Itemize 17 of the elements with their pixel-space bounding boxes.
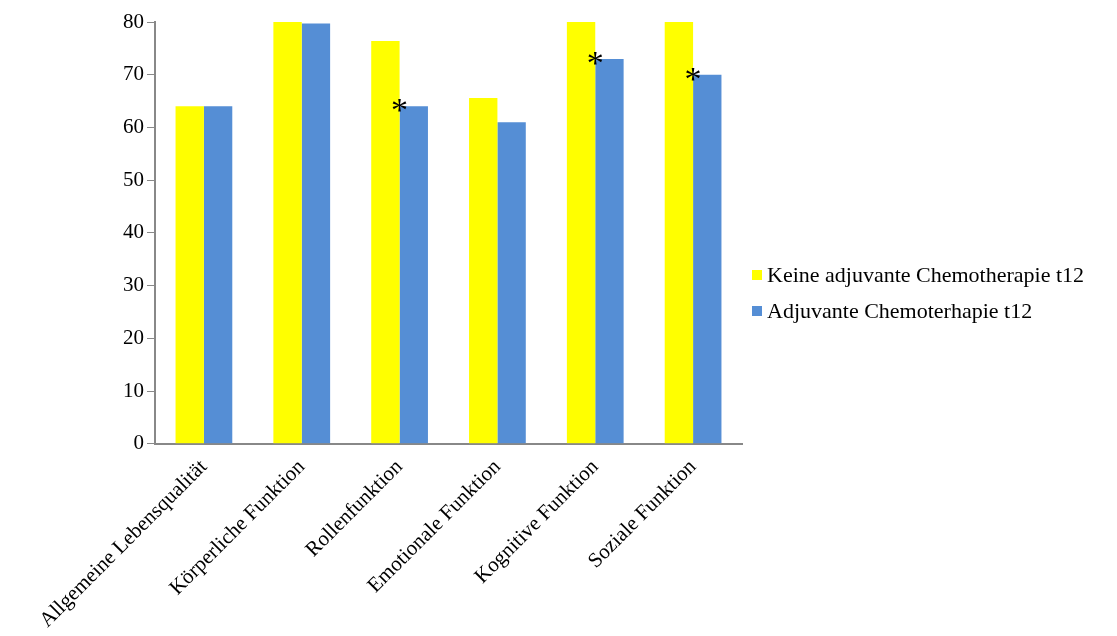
y-tick-label: 70 bbox=[123, 61, 144, 86]
y-tick-label: 40 bbox=[123, 219, 144, 244]
bar bbox=[175, 106, 204, 444]
bar bbox=[203, 106, 233, 444]
bar bbox=[497, 122, 526, 444]
y-tick-label: 60 bbox=[123, 113, 144, 138]
y-tick-label: 0 bbox=[133, 430, 144, 455]
y-tick-label: 30 bbox=[123, 272, 144, 297]
bar bbox=[469, 97, 498, 444]
bar bbox=[301, 23, 331, 444]
y-tick-label: 50 bbox=[123, 166, 144, 191]
y-tick-label: 10 bbox=[123, 377, 144, 402]
bar bbox=[273, 22, 302, 444]
legend-label: Keine adjuvante Chemotherapie t12 bbox=[767, 262, 1085, 288]
legend-label: Adjuvante Chemoterhapie t12 bbox=[767, 298, 1033, 324]
y-tick-label: 20 bbox=[123, 324, 144, 349]
y-tick-label: 80 bbox=[123, 8, 144, 33]
